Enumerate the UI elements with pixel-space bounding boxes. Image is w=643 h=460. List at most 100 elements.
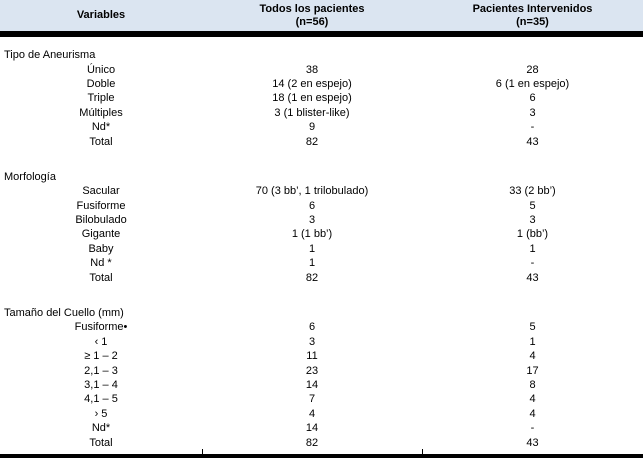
intervened-patients-value-cell: -: [530, 121, 535, 134]
intervened-patients-value-cell: 5: [529, 321, 536, 334]
all-patients-value-cell: 14: [305, 422, 319, 435]
table-bottom-border: [0, 454, 643, 458]
row-label-cell: Total: [89, 271, 113, 284]
table-row: Total 82 43: [0, 270, 643, 284]
row-label-cell: 3,1 – 4: [84, 379, 118, 391]
row-label-cell: Único: [86, 63, 116, 76]
section-title-row: Tipo de Aneurisma: [0, 48, 643, 62]
header-todos-n: (n=56): [295, 15, 329, 28]
row-label-cell: Triple: [87, 92, 115, 105]
row-label-cell: › 5: [94, 407, 108, 420]
table-row: 2,1 – 3 23 17: [0, 363, 643, 377]
table-row: Fusiforme 6 5: [0, 199, 643, 213]
row-label-cell: Múltiples: [79, 106, 123, 119]
intervened-patients-value-cell: 3: [529, 106, 536, 119]
header-variables-label: Variables: [76, 9, 126, 21]
intervened-patients-value-cell: 43: [526, 135, 539, 148]
all-patients-value-cell: 23: [305, 364, 319, 377]
table-section: Morfología Sacular 70 (3 bb’, 1 trilobulad…: [0, 170, 643, 285]
all-patients-value-cell: 1 (1 bb’): [291, 228, 333, 241]
all-patients-value-cell: 14: [305, 379, 319, 391]
all-patients-value-cell: 1: [308, 242, 316, 255]
row-label-cell: ≥ 1 – 2: [84, 350, 118, 363]
all-patients-value-cell: 82: [305, 436, 319, 449]
row-label-cell: 4,1 – 5: [84, 393, 118, 406]
table-row: Nd* 9 -: [0, 120, 643, 134]
row-label-cell: Doble: [86, 77, 116, 90]
all-patients-value-cell: 3: [308, 335, 316, 348]
table-row: Total 82 43: [0, 435, 643, 449]
row-label-cell: Bilobulado: [75, 214, 127, 227]
table-row: › 5 4 4: [0, 407, 643, 421]
all-patients-value-cell: 4: [308, 407, 316, 420]
column-divider-tick-2: [422, 449, 423, 454]
intervened-patients-value-cell: 17: [526, 364, 539, 377]
all-patients-value-cell: 1: [308, 257, 316, 270]
row-label-cell: Nd*: [91, 422, 111, 435]
section-title: Morfología: [4, 170, 56, 183]
table-row: Fusiforme• 6 5: [0, 320, 643, 334]
row-label-cell: Sacular: [82, 185, 120, 198]
table-row: Sacular 70 (3 bb’, 1 trilobulado) 33 (2 bb…: [0, 184, 643, 198]
header-intervenidos-n: (n=35): [516, 15, 549, 28]
row-label-cell: Total: [89, 436, 113, 449]
table-row: Bilobulado 3 3: [0, 213, 643, 227]
intervened-patients-value-cell: 4: [529, 407, 536, 420]
table-row: Baby 1 1: [0, 242, 643, 256]
table-row: Nd* 14 -: [0, 421, 643, 435]
all-patients-value-cell: 38: [305, 63, 319, 76]
intervened-patients-value-cell: 1 (bb’): [516, 228, 549, 241]
table-row: Doble 14 (2 en espejo) 6 (1 en espejo): [0, 77, 643, 91]
row-label-cell: ‹ 1: [94, 335, 108, 348]
header-cell-pacientes-intervenidos: Pacientes Intervenidos (n=35): [422, 0, 643, 31]
row-label-cell: Gigante: [81, 228, 121, 241]
all-patients-value-cell: 82: [305, 271, 319, 284]
header-cell-todos-los-pacientes: Todos los pacientes (n=56): [202, 0, 422, 31]
table-header-row: Variables Todos los pacientes (n=56) Pac…: [0, 0, 643, 37]
table-row: Múltiples 3 (1 blister-like) 3: [0, 106, 643, 120]
intervened-patients-value-cell: 6 (1 en espejo): [495, 77, 570, 90]
header-intervenidos-label: Pacientes Intervenidos: [472, 2, 593, 15]
header-cell-variables: Variables: [0, 0, 202, 31]
table-row: Triple 18 (1 en espejo) 6: [0, 91, 643, 105]
all-patients-value-cell: 9: [308, 121, 316, 134]
section-title: Tipo de Aneurisma: [4, 49, 96, 62]
row-label-cell: Nd*: [91, 121, 111, 134]
intervened-patients-value-cell: 5: [529, 199, 536, 212]
table-row: Gigante 1 (1 bb’) 1 (bb’): [0, 227, 643, 241]
table-row: Único 38 28: [0, 62, 643, 76]
intervened-patients-value-cell: 33 (2 bb’): [509, 185, 556, 198]
column-divider-tick-1: [202, 449, 203, 454]
intervened-patients-value-cell: 4: [529, 393, 536, 406]
table-row: Nd * 1 -: [0, 256, 643, 270]
all-patients-value-cell: 11: [306, 350, 318, 363]
intervened-patients-value-cell: 1: [529, 242, 536, 255]
section-title-row: Tamaño del Cuello (mm): [0, 306, 643, 320]
all-patients-value-cell: 6: [308, 199, 316, 212]
all-patients-value-cell: 3: [308, 214, 316, 227]
table-row: 4,1 – 5 7 4: [0, 392, 643, 406]
intervened-patients-value-cell: 8: [529, 379, 536, 391]
table-row: ‹ 1 3 1: [0, 335, 643, 349]
all-patients-value-cell: 70 (3 bb’, 1 trilobulado): [255, 185, 369, 198]
table-row: Total 82 43: [0, 134, 643, 148]
all-patients-value-cell: 6: [308, 321, 316, 334]
intervened-patients-value-cell: 3: [529, 214, 536, 227]
table-section: Tamaño del Cuello (mm) Fusiforme• 6 5 ‹ 1 3 1 ≥…: [0, 306, 643, 450]
intervened-patients-value-cell: 43: [526, 271, 539, 284]
section-title-row: Morfología: [0, 170, 643, 184]
intervened-patients-value-cell: 28: [526, 63, 539, 76]
intervened-patients-value-cell: 43: [526, 436, 539, 449]
section-title: Tamaño del Cuello (mm): [4, 307, 124, 320]
intervened-patients-value-cell: 6: [529, 92, 536, 105]
table-row: ≥ 1 – 2 11 4: [0, 349, 643, 363]
row-label-cell: Fusiforme: [76, 199, 126, 212]
all-patients-value-cell: 14 (2 en espejo): [272, 77, 352, 90]
table-section: Tipo de Aneurisma Único 38 28 Doble 14 (2 en …: [0, 48, 643, 149]
row-label-cell: Nd *: [90, 257, 112, 270]
all-patients-value-cell: 3 (1 blister-like): [274, 106, 350, 119]
row-label-cell: Baby: [88, 242, 114, 255]
intervened-patients-value-cell: -: [530, 257, 535, 270]
table-body: Tipo de Aneurisma Único 38 28 Doble 14 (2 en …: [0, 37, 643, 450]
